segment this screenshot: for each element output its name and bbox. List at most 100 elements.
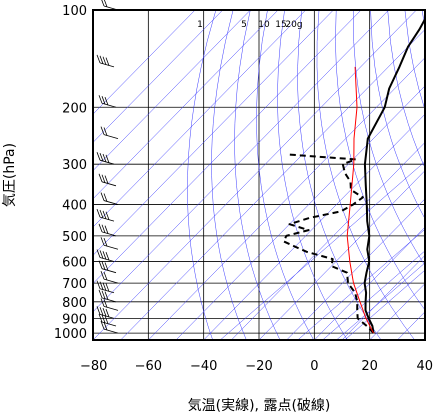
wind-barb-feather	[104, 175, 109, 184]
x-tick-label: −20	[245, 359, 272, 374]
wind-barb-feather	[101, 224, 106, 233]
isotherm-line	[424, 339, 425, 340]
wind-barb	[96, 249, 115, 262]
wind-barb-feather	[105, 57, 110, 66]
isotherm-line	[148, 57, 425, 340]
adiabat-line	[353, 10, 425, 266]
adiabat-line	[387, 10, 425, 169]
wind-barb-feather	[101, 0, 105, 7]
adiabat-line	[277, 10, 348, 340]
guide-layer	[93, 10, 425, 340]
isotherm-line	[93, 10, 362, 284]
x-tick-label: −80	[80, 359, 107, 374]
wind-barb-feather	[105, 211, 110, 220]
isotherm-line	[314, 226, 425, 340]
dewpoint-line	[282, 153, 375, 334]
y-tick-label: 600	[62, 255, 87, 270]
isotherm-line	[93, 10, 334, 256]
adiabat-line	[187, 10, 217, 340]
wind-barb-feather	[96, 208, 101, 218]
wind-barb	[96, 54, 115, 68]
wind-barb-feather	[98, 95, 103, 104]
isotherm-line	[93, 10, 306, 228]
y-axis-label: 気圧(hPa)	[2, 143, 18, 207]
isotherm-line	[369, 283, 425, 340]
wind-barb-feather	[105, 154, 110, 164]
wind-barb-staff	[101, 181, 117, 187]
wind-barb	[96, 280, 115, 294]
y-tick-label: 300	[62, 158, 87, 173]
wind-barb-feather	[103, 0, 108, 8]
isotherm-line	[231, 142, 425, 340]
wind-barb	[98, 260, 117, 274]
wind-barb	[100, 321, 119, 334]
wind-barb	[96, 208, 115, 222]
wind-barb-staff	[101, 231, 117, 237]
wind-barb-staff	[99, 257, 115, 262]
y-tick-label: 800	[62, 296, 87, 311]
wind-barb-feather	[99, 307, 104, 316]
wind-barb-staff	[103, 244, 119, 250]
wind-barb-feather	[101, 96, 106, 105]
mixing-ratio-line	[322, 250, 425, 340]
grid-layer	[92, 9, 426, 340]
x-tick-label: 20	[361, 359, 378, 374]
x-tick-label: 40	[416, 359, 433, 374]
wind-barb	[100, 237, 119, 250]
parcel-path-line	[346, 66, 375, 334]
x-tick-label: −40	[190, 359, 217, 374]
temperature-line	[363, 17, 425, 334]
wind-barb-feather	[99, 209, 104, 219]
wind-barb-feather	[99, 55, 104, 64]
isotherm-line	[93, 10, 251, 171]
wind-barb-feather	[102, 153, 107, 163]
wind-barb-feather	[103, 238, 108, 247]
x-tick-label: −60	[135, 359, 162, 374]
wind-barb-feather	[104, 262, 109, 271]
wind-barb-staff	[101, 321, 117, 327]
mixing-ratio-label: 1	[197, 20, 203, 30]
wind-barb-feather	[105, 308, 110, 318]
isotherm-line	[93, 10, 389, 313]
wind-barb-feather	[96, 280, 101, 289]
wind-barb	[98, 95, 117, 108]
mixing-ratio-label: 15	[275, 20, 286, 30]
x-axis-label: 気温(実線), 露点(破線)	[188, 398, 331, 412]
wind-barb	[98, 173, 117, 187]
wind-barb-feather	[96, 152, 101, 161]
adiabat-line	[370, 10, 425, 220]
wind-barb-feather	[99, 281, 104, 290]
isotherm-line	[175, 85, 425, 340]
x-tick-label: 0	[310, 359, 318, 374]
wind-barbs	[96, 0, 119, 334]
wind-barb	[100, 270, 119, 284]
mixing-ratio-line	[344, 269, 425, 340]
isotherm-line	[93, 10, 279, 200]
adiabat-line	[256, 10, 314, 340]
wind-barb-feather	[102, 308, 107, 317]
wind-barb-staff	[103, 278, 119, 284]
mixing-ratio-label: 5	[241, 20, 247, 30]
y-tick-label: 100	[62, 4, 87, 19]
wind-barb-feather	[99, 152, 104, 162]
wind-barb-feather	[102, 210, 107, 220]
wind-barb-feather	[101, 261, 106, 270]
wind-barb-staff	[103, 305, 119, 311]
adiabat-line	[234, 10, 281, 340]
wind-barb-feather	[105, 283, 110, 292]
wind-barb-feather	[102, 251, 107, 260]
wind-barb	[98, 313, 117, 327]
wind-barb-staff	[103, 200, 119, 205]
wind-barb-feather	[104, 225, 109, 234]
adiabat-line	[335, 10, 425, 311]
tick-labels: 1 5 10 1520g1002003004005006007008009001000…	[54, 4, 433, 374]
wind-barb-feather	[98, 223, 103, 233]
wind-barb-feather	[100, 237, 105, 246]
series-layer	[282, 17, 425, 334]
mixing-ratio-line	[336, 262, 425, 340]
wind-barb-feather	[96, 306, 101, 315]
wind-barb-staff	[99, 62, 115, 68]
wind-barb-feather	[105, 252, 110, 261]
y-tick-label: 1000	[54, 327, 87, 342]
wind-barb	[98, 223, 117, 237]
